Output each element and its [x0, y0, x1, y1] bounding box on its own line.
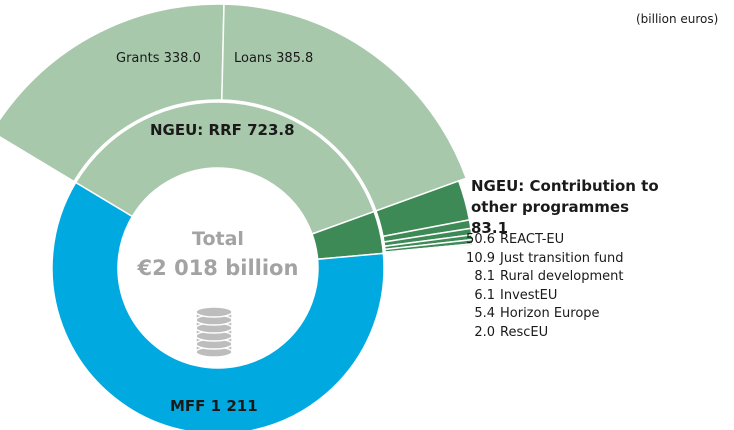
- label-name: Grants: [116, 51, 160, 66]
- label-value: 83.1: [471, 219, 509, 237]
- list-value: 8.1: [474, 269, 495, 284]
- label-name: Loans: [234, 51, 272, 66]
- outer-segment: [221, 3, 468, 212]
- list-name: Horizon Europe: [500, 306, 600, 321]
- inner-segment: [74, 101, 376, 235]
- list-name: Just transition fund: [500, 250, 624, 266]
- label-value: 385.8: [276, 51, 314, 66]
- label-name: NGEU: RRF: [150, 121, 242, 139]
- list-name: REACT-EU: [500, 232, 565, 247]
- list-row: 10.9 Just transition fund: [463, 251, 623, 266]
- label-value: 1 211: [210, 397, 258, 415]
- grants-label: Grants 338.0: [116, 51, 201, 66]
- list-value: 50.6: [466, 232, 495, 247]
- label-name: MFF: [170, 397, 206, 415]
- list-row: 6.1 InvestEU: [463, 288, 557, 303]
- label-name: NGEU: Contribution to other programmes: [471, 177, 659, 216]
- loans-label: Loans 385.8: [234, 51, 313, 66]
- list-row: 8.1 Rural development: [463, 269, 624, 284]
- list-row: 5.4 Horizon Europe: [463, 306, 600, 321]
- list-row: 50.6 REACT-EU: [463, 232, 564, 247]
- contribution-label: NGEU: Contribution to other programmes 8…: [471, 176, 671, 239]
- coins-icon: [195, 306, 233, 358]
- list-value: 5.4: [474, 306, 495, 321]
- unit-note: (billion euros): [636, 12, 719, 26]
- list-name: Rural development: [500, 269, 624, 284]
- list-row: 2.0 RescEU: [463, 325, 548, 340]
- label-value: 723.8: [247, 121, 295, 139]
- mff-label: MFF 1 211: [170, 397, 258, 415]
- rrf-label: NGEU: RRF 723.8: [150, 121, 295, 139]
- center-title: Total: [192, 228, 244, 250]
- list-name: InvestEU: [500, 287, 558, 303]
- label-value: 338.0: [163, 51, 201, 66]
- arcs: [0, 3, 474, 430]
- list-name: RescEU: [500, 324, 549, 340]
- list-value: 2.0: [474, 324, 495, 340]
- list-value: 10.9: [466, 250, 495, 266]
- inner-segment: [51, 181, 385, 430]
- outer-segment: [384, 243, 474, 255]
- center-label: €2 018 billion: [137, 256, 299, 280]
- list-value: 6.1: [474, 287, 495, 303]
